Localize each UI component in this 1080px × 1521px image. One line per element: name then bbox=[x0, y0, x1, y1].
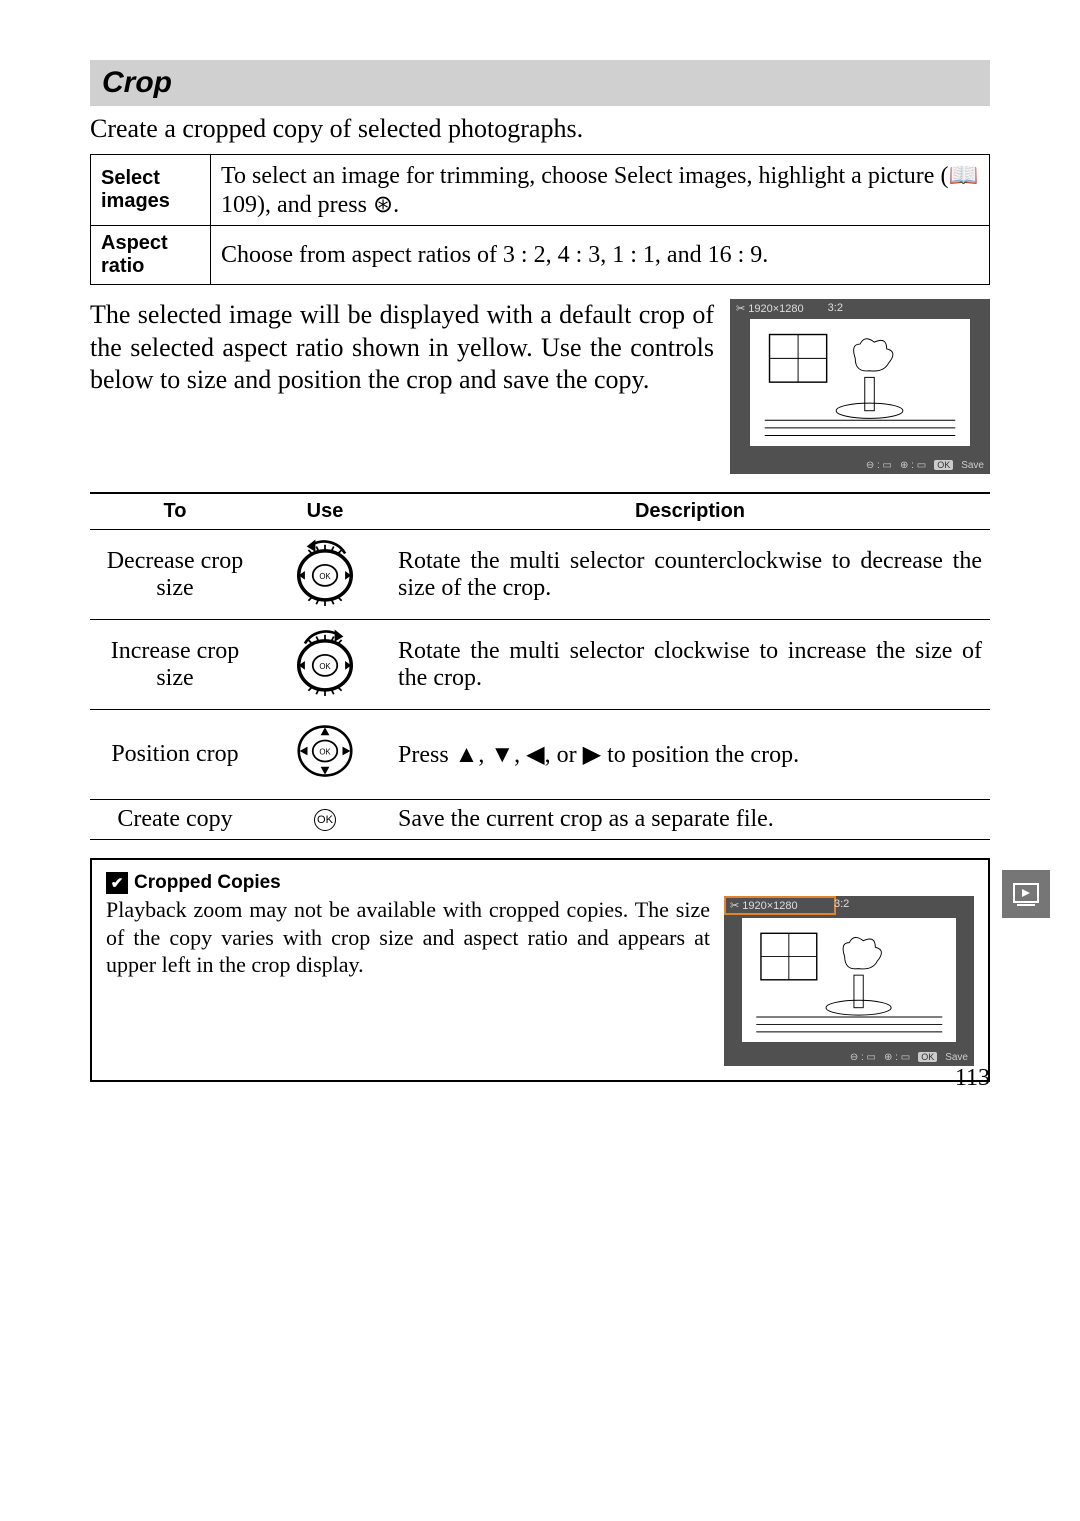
ok-button-icon: OK bbox=[260, 800, 390, 840]
ok-badge-icon: OK bbox=[934, 460, 953, 470]
save-label: Save bbox=[961, 460, 984, 471]
controls-table: To Use Description Decrease crop size OK bbox=[90, 492, 990, 840]
row-decrease-to: Decrease crop size bbox=[90, 530, 260, 620]
ok-badge-icon: OK bbox=[918, 1052, 937, 1062]
preview-image bbox=[750, 319, 970, 446]
note-preview: ✂ 1920×1280 3:2 ⊖ : ▭ ⊕ : ▭ OK bbox=[724, 896, 974, 1066]
row-create-desc: Save the current crop as a separate file… bbox=[390, 800, 990, 840]
playback-tab-icon bbox=[1002, 870, 1050, 918]
row-increase-to: Increase crop size bbox=[90, 620, 260, 710]
zoom-out-icon: ⊖ : ▭ bbox=[850, 1052, 876, 1063]
row-position-to: Position crop bbox=[90, 710, 260, 800]
header-use: Use bbox=[260, 493, 390, 530]
zoom-out-icon: ⊖ : ▭ bbox=[866, 460, 892, 471]
option-label-select: Select images bbox=[91, 155, 211, 226]
header-to: To bbox=[90, 493, 260, 530]
preview-ratio: 3:2 bbox=[828, 302, 843, 314]
option-label-aspect: Aspect ratio bbox=[91, 226, 211, 285]
multi-selector-icon: OK bbox=[260, 710, 390, 800]
display-paragraph: The selected image will be displayed wit… bbox=[90, 299, 714, 474]
note-title: Cropped Copies bbox=[134, 872, 281, 894]
svg-text:OK: OK bbox=[319, 662, 331, 671]
save-label: Save bbox=[945, 1052, 968, 1063]
row-increase-desc: Rotate the multi selector clockwise to i… bbox=[390, 620, 990, 710]
options-table: Select images To select an image for tri… bbox=[90, 154, 990, 285]
zoom-in-icon: ⊕ : ▭ bbox=[900, 460, 926, 471]
header-desc: Description bbox=[390, 493, 990, 530]
zoom-in-icon: ⊕ : ▭ bbox=[884, 1052, 910, 1063]
svg-text:OK: OK bbox=[319, 572, 331, 581]
option-desc-aspect: Choose from aspect ratios of 3 : 2, 4 : … bbox=[211, 226, 990, 285]
dial-cw-icon: OK bbox=[260, 620, 390, 710]
row-position-desc: Press ▲, ▼, ◀, or ▶ to position the crop… bbox=[390, 710, 990, 800]
section-header: Crop bbox=[90, 60, 990, 106]
section-intro: Create a cropped copy of selected photog… bbox=[90, 114, 990, 144]
note-box: Cropped Copies Playback zoom may not be … bbox=[90, 858, 990, 1082]
row-create-to: Create copy bbox=[90, 800, 260, 840]
ratio-label: 3:2 bbox=[834, 898, 849, 910]
resolution-highlight: ✂ 1920×1280 bbox=[724, 896, 836, 915]
row-decrease-desc: Rotate the multi selector counterclockwi… bbox=[390, 530, 990, 620]
preview-resolution: ✂ 1920×1280 bbox=[730, 302, 804, 315]
svg-text:OK: OK bbox=[319, 748, 331, 757]
page-number: 113 bbox=[955, 1065, 990, 1092]
option-desc-select: To select an image for trimming, choose … bbox=[211, 155, 990, 226]
note-text: Playback zoom may not be available with … bbox=[106, 896, 710, 1066]
dial-ccw-icon: OK bbox=[260, 530, 390, 620]
check-icon bbox=[106, 872, 128, 894]
crop-preview: ✂ 1920×1280 3:2 ⊖ : ▭ ⊕ : ▭ OK Save bbox=[730, 299, 990, 474]
